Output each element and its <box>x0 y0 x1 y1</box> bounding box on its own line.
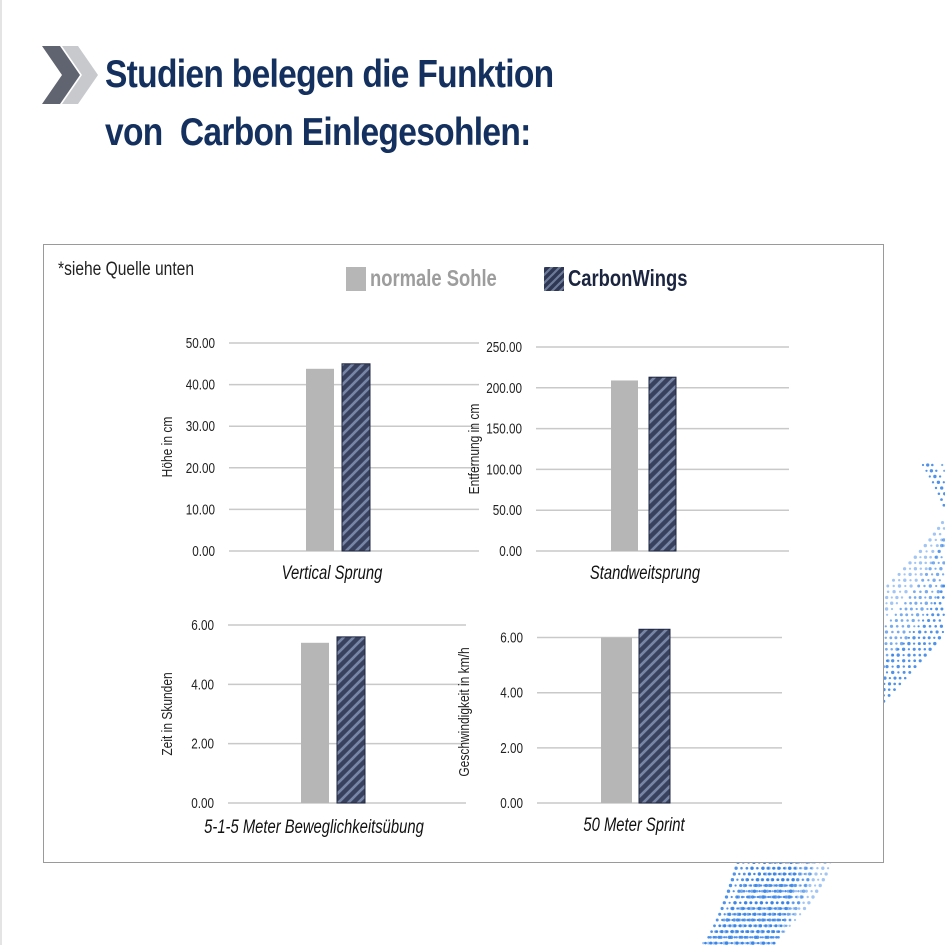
y-tick-label: 4.00 <box>500 684 523 701</box>
chart-beweglichkeitsuebung: 0.00 2.00 4.00 6.00 Zeit in Skunden 5-1-5 Met… <box>159 617 466 837</box>
page-title-line-1: Studien belegen die Funktion <box>105 53 554 96</box>
legend-swatch-carbonwings <box>544 266 565 291</box>
y-tick-label: 0.00 <box>500 795 523 812</box>
y-tick-label: 50.00 <box>493 502 522 519</box>
y-tick-label: 40.00 <box>186 376 215 393</box>
bar-normale-sohle <box>306 368 334 551</box>
bar-normale-sohle <box>611 380 638 551</box>
y-tick-label: 0.00 <box>191 795 214 812</box>
left-edge-rule <box>0 0 2 945</box>
page-title-line-2: von Carbon Einlegesohlen: <box>105 111 531 154</box>
y-tick-label: 50.00 <box>186 335 215 352</box>
legend-label-normale-sohle: normale Sohle <box>370 265 497 291</box>
y-tick-label: 0.00 <box>499 543 522 560</box>
y-tick-label: 4.00 <box>191 676 214 693</box>
chart-standweitsprung: 0.00 50.00 100.00 150.00 200.00 250.00 Entfern… <box>466 339 789 583</box>
chart-card: *siehe Quelle unten normale Sohle Carbon… <box>43 244 884 863</box>
y-tick-label: 2.00 <box>500 739 523 756</box>
page-title: Studien belegen die Funktion von Carbon … <box>105 46 793 162</box>
y-axis-label: Geschwindigkeit in km/h <box>456 647 473 776</box>
double-chevron-icon <box>42 46 98 104</box>
chart-50-meter-sprint: 0.00 2.00 4.00 6.00 Geschwindigkeit in km/h 5… <box>456 628 782 835</box>
y-tick-label: 250.00 <box>486 339 522 356</box>
legend-swatch-normale-sohle <box>346 266 366 291</box>
y-tick-label: 6.00 <box>500 629 523 646</box>
y-tick-label: 200.00 <box>486 379 522 396</box>
y-tick-label: 6.00 <box>191 617 214 634</box>
legend-label-carbonwings: CarbonWings <box>568 265 688 291</box>
x-category-label: Standweitsprung <box>590 562 701 583</box>
legend-item-normale-sohle: normale Sohle <box>346 265 528 292</box>
bar-carbonwings <box>638 628 671 804</box>
y-tick-label: 150.00 <box>486 420 522 437</box>
legend-item-carbonwings: CarbonWings <box>544 265 688 292</box>
y-tick-label: 20.00 <box>186 459 215 476</box>
bar-carbonwings <box>341 363 371 552</box>
x-category-label: 5-1-5 Meter Beweglichkeitsübung <box>204 816 424 837</box>
chart-vertical-sprung: 0.00 10.00 20.00 30.00 40.00 50.00 Höhe in cm V… <box>159 335 479 583</box>
y-axis-label: Höhe in cm <box>159 417 176 478</box>
y-tick-label: 10.00 <box>186 501 215 518</box>
bar-normale-sohle <box>301 642 329 803</box>
y-tick-label: 100.00 <box>486 461 522 478</box>
source-note: *siehe Quelle unten <box>58 259 194 280</box>
y-axis-label: Entfernung in cm <box>466 404 483 495</box>
y-tick-label: 2.00 <box>191 735 214 752</box>
y-tick-label: 30.00 <box>186 418 215 435</box>
x-category-label: 50 Meter Sprint <box>583 814 685 835</box>
y-tick-label: 0.00 <box>192 543 215 560</box>
legend: normale Sohle CarbonWings <box>346 265 688 292</box>
bar-normale-sohle <box>601 637 632 803</box>
bar-carbonwings <box>336 636 366 804</box>
bar-carbonwings <box>648 376 677 552</box>
x-category-label: Vertical Sprung <box>282 562 383 583</box>
y-axis-label: Zeit in Skunden <box>159 672 176 755</box>
